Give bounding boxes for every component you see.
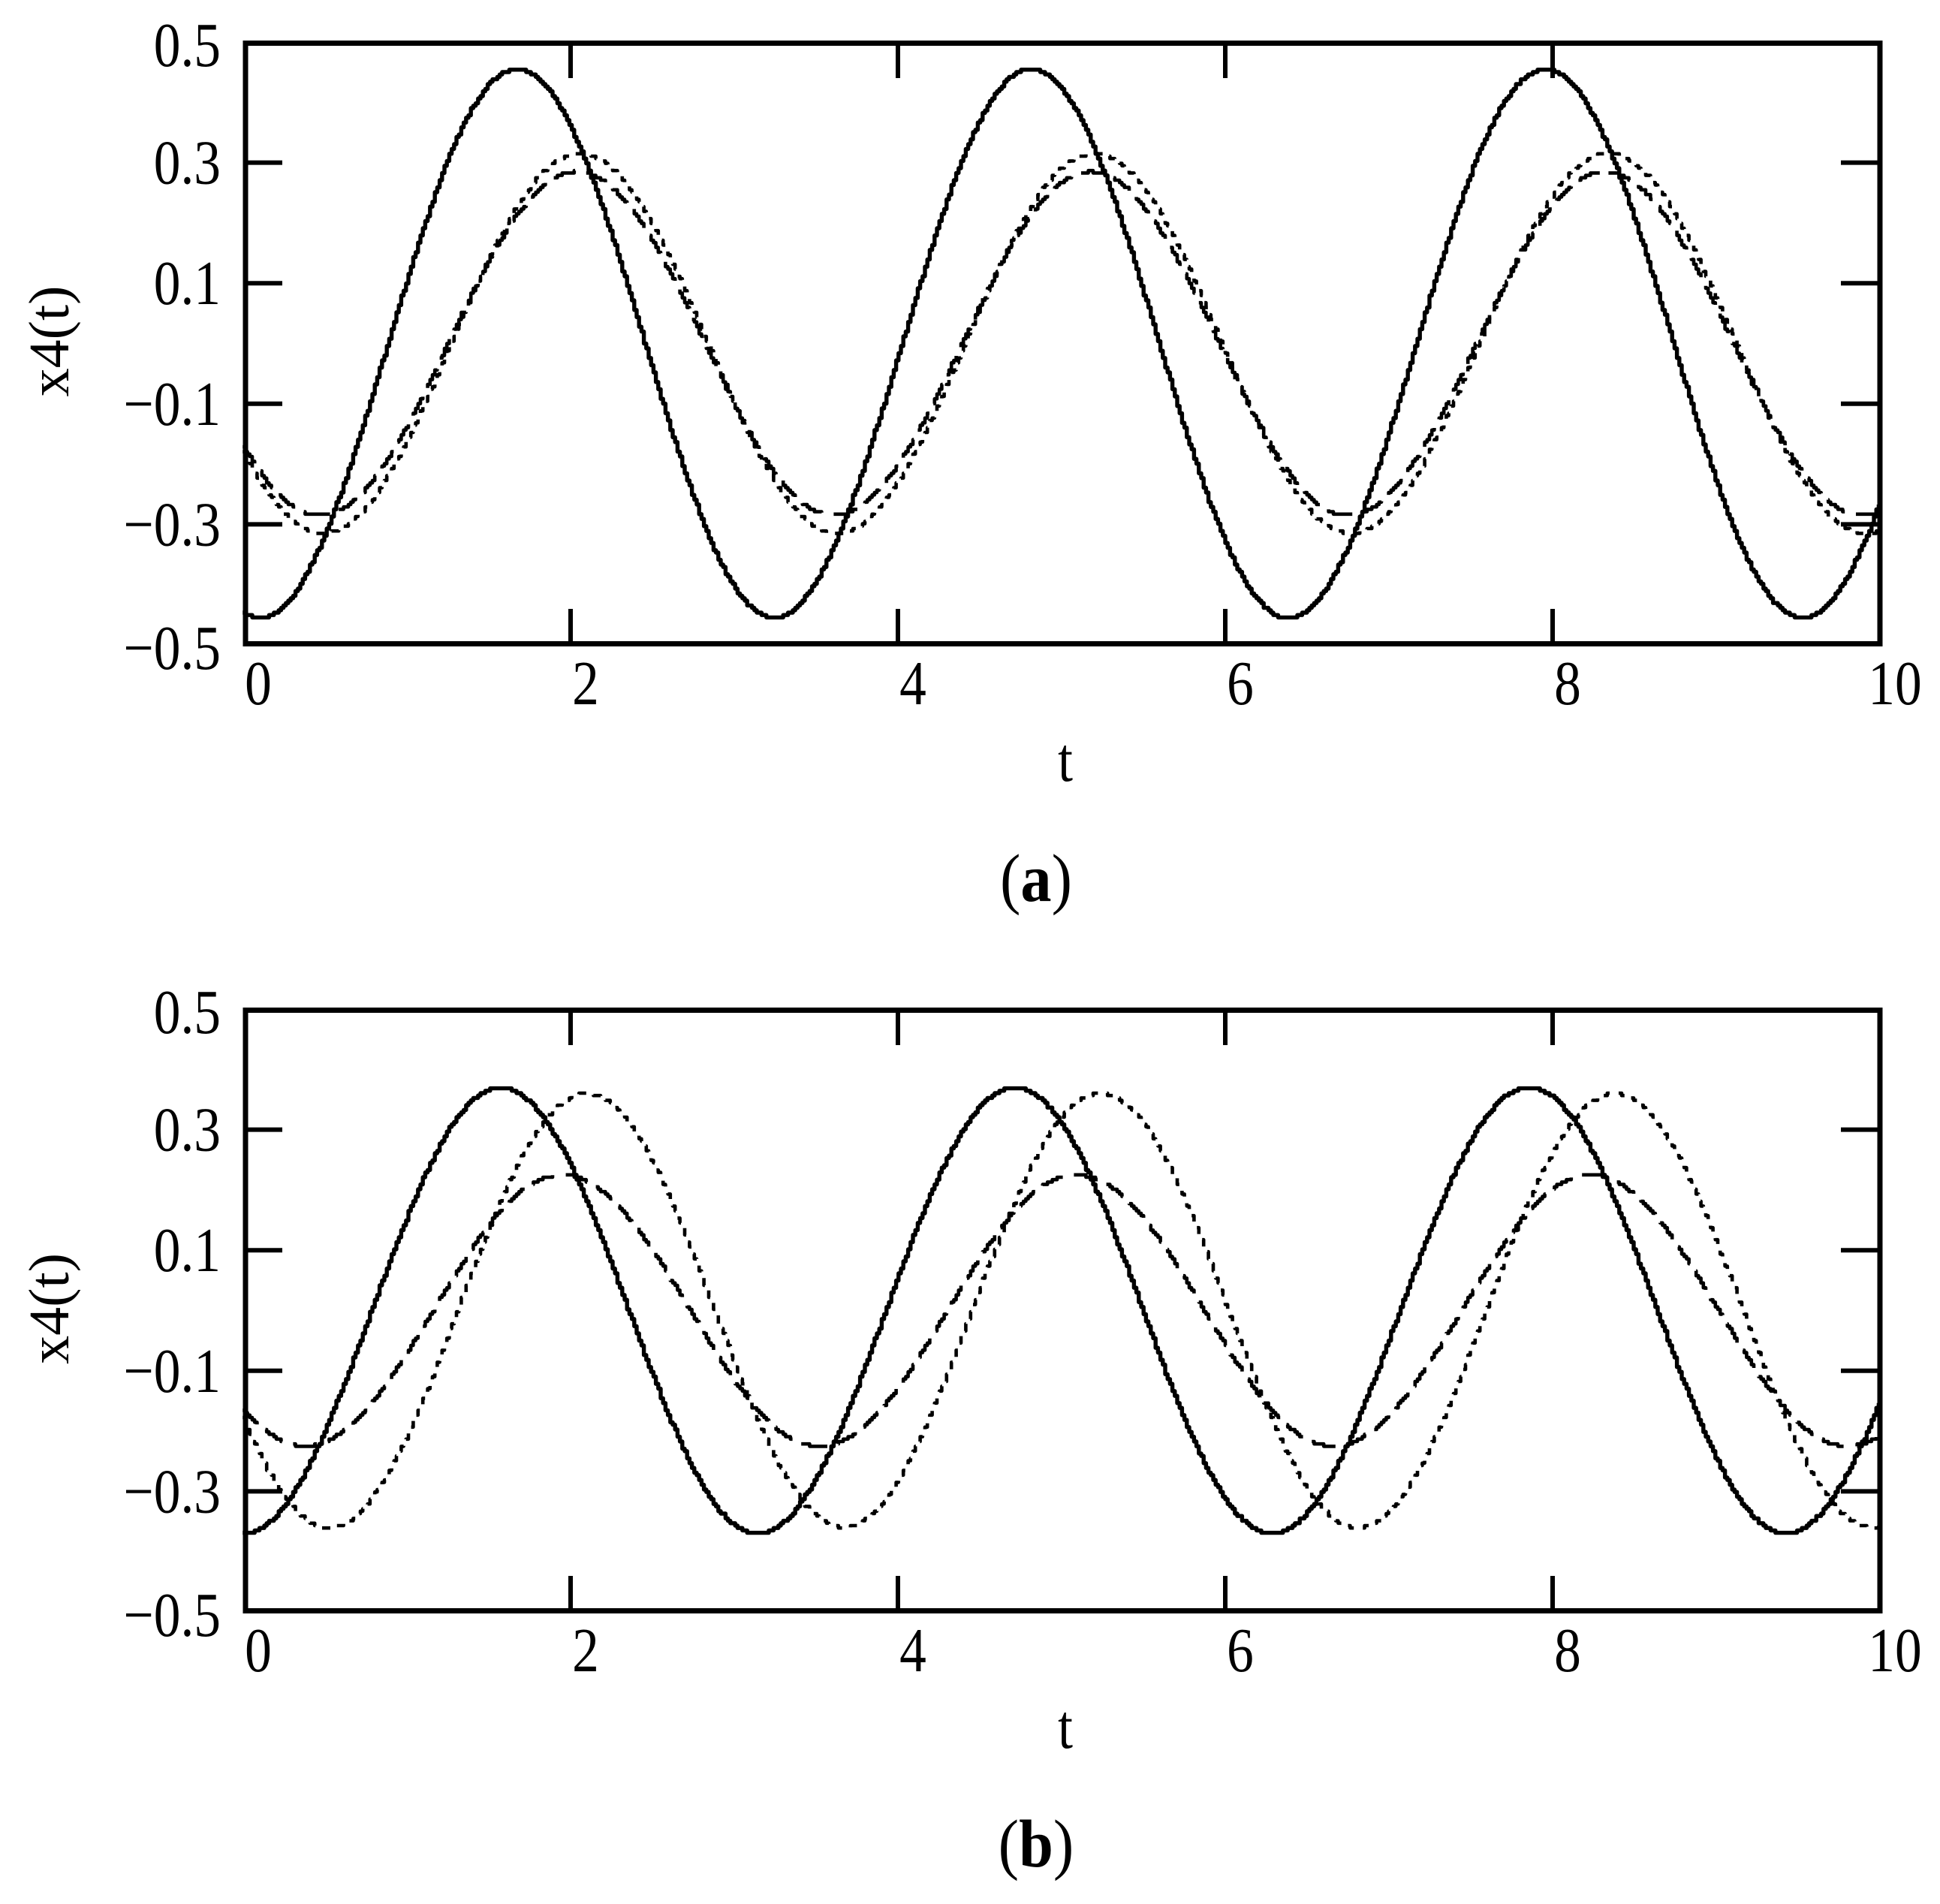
svg-text:8: 8 (1554, 649, 1581, 719)
svg-text:(a): (a) (1000, 841, 1072, 916)
svg-text:0.3: 0.3 (154, 128, 221, 197)
svg-text:0: 0 (245, 649, 272, 719)
svg-text:x4(t): x4(t) (18, 1253, 81, 1364)
svg-text:2: 2 (572, 1616, 599, 1686)
svg-text:−0.1: −0.1 (123, 1336, 221, 1405)
svg-text:(b): (b) (999, 1806, 1074, 1881)
svg-text:0: 0 (245, 1616, 272, 1686)
svg-text:10: 10 (1868, 649, 1921, 719)
svg-text:−0.1: −0.1 (123, 369, 221, 438)
svg-text:−0.3: −0.3 (123, 1457, 221, 1526)
svg-text:−0.3: −0.3 (123, 490, 221, 559)
svg-text:0.5: 0.5 (154, 978, 221, 1047)
svg-text:4: 4 (899, 649, 926, 719)
svg-text:0.1: 0.1 (154, 1216, 221, 1285)
svg-text:8: 8 (1554, 1616, 1581, 1686)
svg-text:t: t (1058, 725, 1073, 795)
svg-text:6: 6 (1227, 1616, 1254, 1686)
svg-text:t: t (1058, 1692, 1073, 1762)
svg-text:−0.5: −0.5 (123, 1580, 221, 1650)
svg-text:−0.5: −0.5 (123, 613, 221, 683)
svg-text:4: 4 (899, 1616, 926, 1686)
svg-text:10: 10 (1868, 1616, 1921, 1686)
svg-text:x4(t): x4(t) (18, 286, 81, 397)
svg-text:0.3: 0.3 (154, 1095, 221, 1164)
svg-text:2: 2 (572, 649, 599, 719)
svg-text:6: 6 (1227, 649, 1254, 719)
svg-text:0.5: 0.5 (154, 11, 221, 80)
svg-text:0.1: 0.1 (154, 249, 221, 318)
